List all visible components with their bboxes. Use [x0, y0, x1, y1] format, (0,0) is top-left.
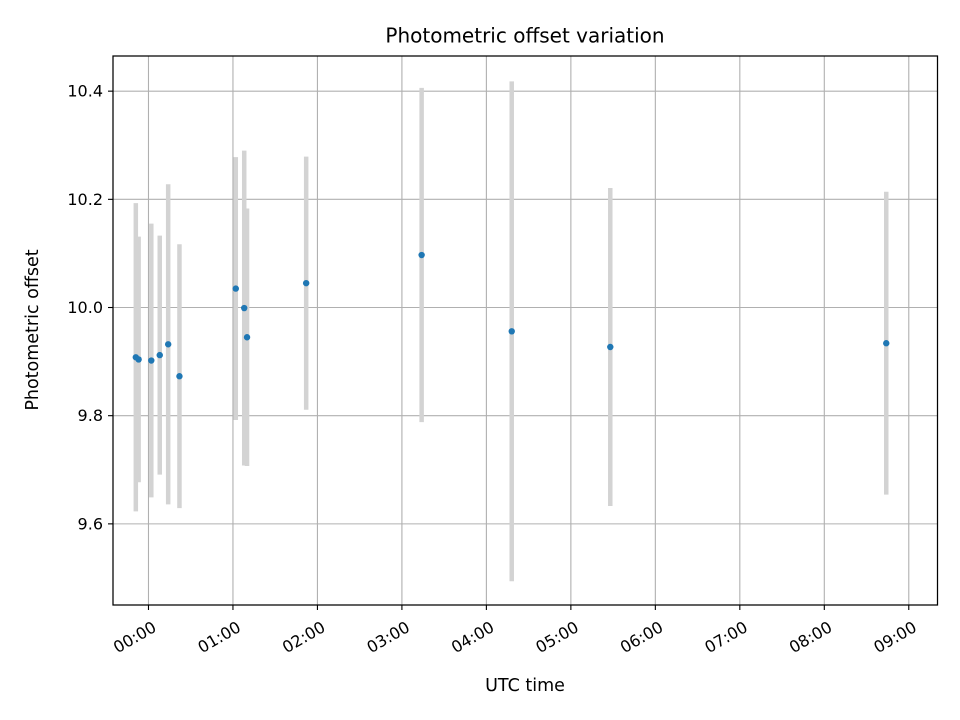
data-point: [176, 373, 183, 380]
data-point: [883, 340, 890, 347]
data-point: [156, 351, 163, 359]
y-tick-label: 10.0: [67, 298, 103, 317]
data-points: [132, 251, 890, 380]
data-point: [164, 341, 172, 348]
x-tick-label: 07:00: [701, 617, 750, 657]
y-axis-label: Photometric offset: [23, 249, 43, 410]
y-tick-label: 10.4: [67, 82, 103, 101]
data-point: [135, 356, 142, 363]
data-point: [232, 285, 239, 292]
data-point: [607, 343, 614, 351]
chart-title: Photometric offset variation: [385, 24, 664, 48]
x-axis-label: UTC time: [485, 676, 565, 696]
data-point: [148, 357, 155, 364]
x-tick-label: 05:00: [532, 617, 581, 657]
x-tick-label: 00:00: [110, 617, 159, 657]
data-point: [508, 328, 515, 335]
x-tick-label: 08:00: [786, 617, 835, 657]
x-tick-label: 02:00: [279, 617, 328, 657]
y-tick-label: 9.8: [78, 406, 103, 425]
x-tick-label: 09:00: [870, 617, 919, 657]
x-tick-label: 01:00: [195, 617, 244, 657]
x-tick-label: 06:00: [617, 617, 666, 657]
data-point: [243, 334, 251, 341]
x-tick-label: 04:00: [448, 617, 497, 657]
plot-frame: [112, 55, 939, 606]
grid-lines: [113, 56, 938, 605]
x-tick-label: 03:00: [363, 617, 412, 657]
data-point: [302, 279, 310, 287]
y-tick-label: 9.6: [78, 514, 103, 533]
data-point: [418, 251, 425, 259]
axis-ticks: 00:00 01:00 02:00 03:00 04:00 05:00 06:00 07:00…: [67, 82, 919, 657]
data-point: [241, 304, 248, 312]
y-tick-label: 10.2: [67, 190, 103, 209]
